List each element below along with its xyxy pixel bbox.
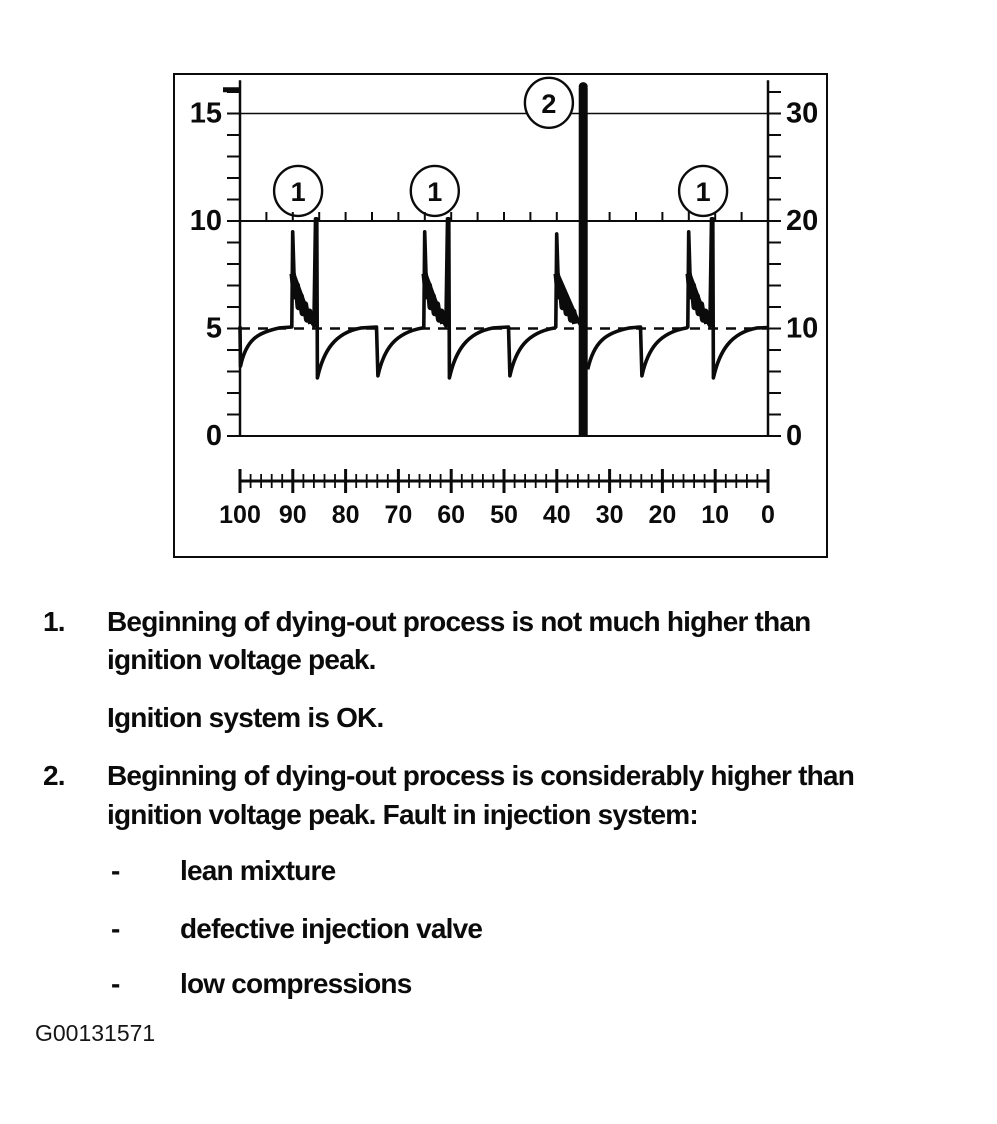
x-axis-label: 30 bbox=[596, 501, 624, 529]
bullet-item-lean-mixture: lean mixture bbox=[180, 855, 336, 886]
x-axis-label: 60 bbox=[437, 501, 465, 529]
note-1-result: Ignition system is OK. bbox=[107, 702, 384, 733]
note-1-line-2: ignition voltage peak. bbox=[107, 644, 376, 675]
left-axis-label: 5 bbox=[206, 313, 222, 345]
callout-label-1: 1 bbox=[291, 177, 306, 207]
x-axis-label: 20 bbox=[648, 501, 676, 529]
dying-out-burst bbox=[685, 273, 711, 325]
callout-circle-2 bbox=[523, 76, 575, 129]
left-axis-label: 10 bbox=[190, 205, 222, 237]
note-1-number: 1. bbox=[43, 606, 66, 637]
dying-out-burst bbox=[553, 273, 579, 325]
left-axis-label: 0 bbox=[206, 420, 222, 452]
chart-frame bbox=[173, 73, 828, 558]
bullet-dash: - bbox=[111, 855, 120, 886]
bullet-item-low-compressions: low compressions bbox=[180, 968, 412, 999]
right-axis-label: 10 bbox=[786, 313, 818, 345]
callout-label-1: 1 bbox=[427, 177, 442, 207]
right-axis-label: 0 bbox=[786, 420, 802, 452]
figure-code: G00131571 bbox=[35, 1020, 156, 1046]
fault-spike-top bbox=[578, 82, 588, 92]
bullet-dash: - bbox=[111, 913, 120, 944]
dying-out-burst bbox=[289, 273, 315, 325]
x-axis-label: 90 bbox=[279, 501, 307, 529]
note-2-line-2: ignition voltage peak. Fault in injectio… bbox=[107, 799, 699, 830]
waveform-trace bbox=[238, 217, 769, 380]
x-axis-label: 100 bbox=[219, 501, 261, 529]
callout-label-2: 2 bbox=[541, 89, 556, 119]
callout-circle-1 bbox=[272, 164, 324, 218]
left-axis-label: 15 bbox=[190, 98, 222, 130]
bullet-item-defective-valve: defective injection valve bbox=[180, 913, 483, 944]
right-axis-label: 30 bbox=[786, 98, 818, 130]
right-axis-label: 20 bbox=[786, 205, 818, 237]
dying-out-burst bbox=[421, 273, 447, 325]
x-axis-label: 50 bbox=[490, 501, 518, 529]
x-axis-label: 10 bbox=[701, 501, 729, 529]
x-axis-label: 80 bbox=[332, 501, 360, 529]
figure-panel: 0 5 10 15 0 10 20 30 100 90 80 70 60 50 40 30 20 10 0 1 1 2 1 bbox=[173, 73, 828, 558]
callout-circle-1 bbox=[409, 164, 460, 218]
x-axis-label: 40 bbox=[543, 501, 571, 529]
note-2-number: 2. bbox=[43, 760, 66, 791]
x-axis-label: 0 bbox=[761, 501, 775, 529]
note-1-line-1: Beginning of dying-out process is not mu… bbox=[107, 606, 811, 637]
callout-circle-1 bbox=[677, 164, 729, 218]
bullet-dash: - bbox=[111, 968, 120, 999]
note-2-line-1: Beginning of dying-out process is consid… bbox=[107, 760, 855, 791]
callout-label-1: 1 bbox=[696, 177, 711, 207]
x-axis-label: 70 bbox=[384, 501, 412, 529]
